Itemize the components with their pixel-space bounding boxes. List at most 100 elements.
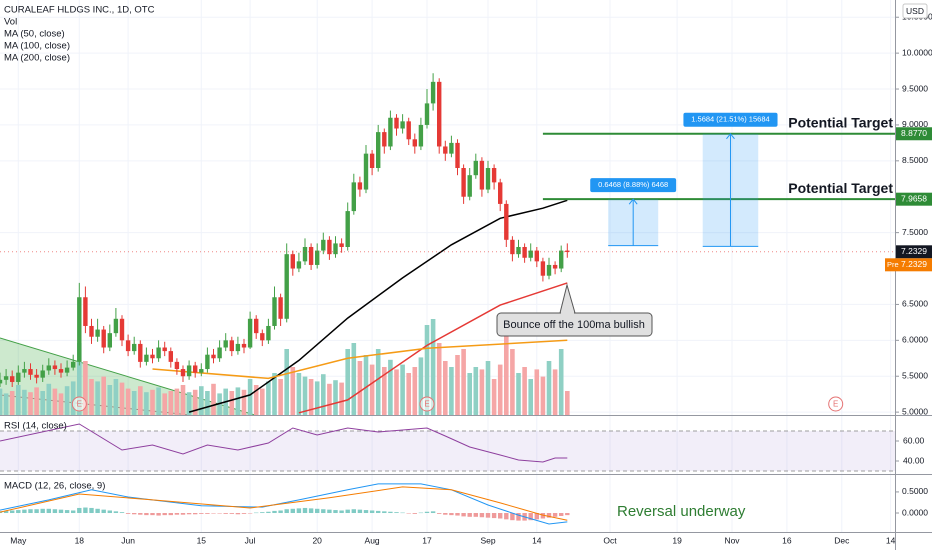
- volume-bar: [46, 383, 52, 415]
- macd-histogram-bar: [321, 509, 326, 514]
- earnings-marker: [828, 396, 844, 412]
- volume-bar: [168, 391, 174, 415]
- candle-body: [132, 343, 137, 352]
- candle-body: [302, 246, 308, 262]
- volume-bar: [58, 393, 64, 415]
- macd-histogram-bar: [168, 513, 174, 516]
- macd-histogram-bar: [193, 513, 198, 515]
- candle-body: [516, 246, 521, 255]
- candle-body: [485, 168, 491, 190]
- candle-body: [113, 318, 119, 334]
- volume-bar: [363, 355, 369, 415]
- volume-bar: [436, 343, 442, 415]
- candle-body: [174, 361, 180, 370]
- candle-body: [10, 376, 15, 382]
- candle-body: [107, 333, 113, 348]
- macd-histogram-bar: [302, 507, 308, 514]
- macd-histogram-bar: [345, 509, 350, 514]
- macd-histogram-bar: [528, 513, 533, 521]
- measure-label-bg: [683, 112, 778, 127]
- macd-histogram-bar: [369, 510, 375, 514]
- candle-body: [382, 132, 387, 147]
- volume-bar: [375, 349, 381, 415]
- volume-bar: [77, 343, 82, 415]
- candle-body: [193, 365, 198, 373]
- volume-bar: [510, 349, 515, 415]
- candle-body: [22, 369, 27, 373]
- macd-histogram-bar: [52, 509, 58, 514]
- moving-average: [298, 282, 568, 414]
- earnings-label: E: [424, 400, 429, 409]
- macd-histogram-bar: [138, 513, 143, 515]
- currency-badge[interactable]: [902, 3, 928, 19]
- volume-bar: [260, 388, 265, 415]
- macd-histogram-bar: [22, 509, 27, 514]
- volume-bar: [345, 349, 351, 415]
- macd-histogram-bar: [376, 510, 381, 514]
- macd-histogram-bar: [485, 513, 491, 518]
- candle-body: [345, 211, 350, 247]
- macd-histogram-bar: [284, 509, 289, 514]
- volume-bar: [558, 349, 564, 415]
- candle-body: [406, 121, 411, 140]
- rsi-band: [0, 431, 895, 471]
- candle-body: [351, 182, 357, 212]
- moving-average: [152, 339, 568, 380]
- signal-line: [0, 486, 568, 521]
- macd-histogram-bar: [241, 513, 247, 514]
- candle-body: [223, 340, 228, 348]
- volume-bar: [28, 392, 33, 415]
- candle-body: [186, 365, 192, 377]
- last-price-badge: [896, 245, 932, 259]
- macd-histogram-bar: [16, 510, 21, 514]
- pre-label: 7.2329: [901, 259, 927, 269]
- macd-histogram-bar: [119, 512, 125, 514]
- candle-body: [296, 261, 302, 269]
- overlay: Potential Target Potential Target 0.6468 (…: [0, 112, 895, 412]
- x-tick-label: Aug: [365, 535, 380, 545]
- x-tick-label: Jun: [121, 535, 135, 545]
- x-tick-label: Jul: [245, 535, 256, 545]
- macd-histogram-bar: [89, 507, 94, 514]
- candle-body: [138, 343, 143, 362]
- macd-histogram-bar: [95, 508, 100, 514]
- candle-body: [144, 354, 149, 362]
- candle-body: [28, 369, 33, 375]
- volume-bar: [211, 383, 216, 415]
- macd-histogram-bar: [510, 513, 515, 521]
- macd-histogram-bar: [333, 510, 338, 514]
- macd-histogram-bar: [156, 513, 161, 516]
- volume-bar: [125, 388, 131, 415]
- macd-histogram-bar: [498, 513, 503, 519]
- y-tick-label: 40.00: [903, 455, 925, 465]
- macd-histogram-bar: [565, 513, 570, 516]
- candle-body: [211, 354, 216, 359]
- volume-bar: [461, 349, 466, 415]
- x-tick-label: 14: [886, 535, 896, 545]
- macd-histogram-bar: [388, 511, 393, 514]
- volume-bar: [241, 389, 247, 415]
- candle-body: [150, 354, 155, 359]
- macd-histogram-bar: [223, 513, 228, 514]
- volume-bar: [235, 387, 241, 415]
- volume-bar: [64, 386, 70, 415]
- volume-bar: [113, 379, 119, 415]
- candle-body: [64, 367, 70, 373]
- candle-body: [180, 369, 186, 377]
- rsi-pane: [0, 423, 895, 472]
- candle-body: [101, 329, 106, 348]
- candle-body: [498, 182, 503, 204]
- volume-bar: [504, 331, 509, 415]
- candle-body: [339, 243, 344, 247]
- pre-tag: Pre: [887, 260, 899, 269]
- volume-bar: [34, 387, 39, 415]
- macd-histogram-bar: [363, 510, 369, 514]
- volume-bar: [565, 391, 570, 415]
- volume-bar: [314, 381, 320, 415]
- volume-bar: [522, 367, 527, 415]
- candle-body: [278, 297, 283, 319]
- candle-body: [559, 250, 564, 269]
- macd-histogram-bar: [132, 513, 137, 515]
- macd-histogram-bar: [540, 513, 546, 519]
- candle-body: [83, 297, 88, 326]
